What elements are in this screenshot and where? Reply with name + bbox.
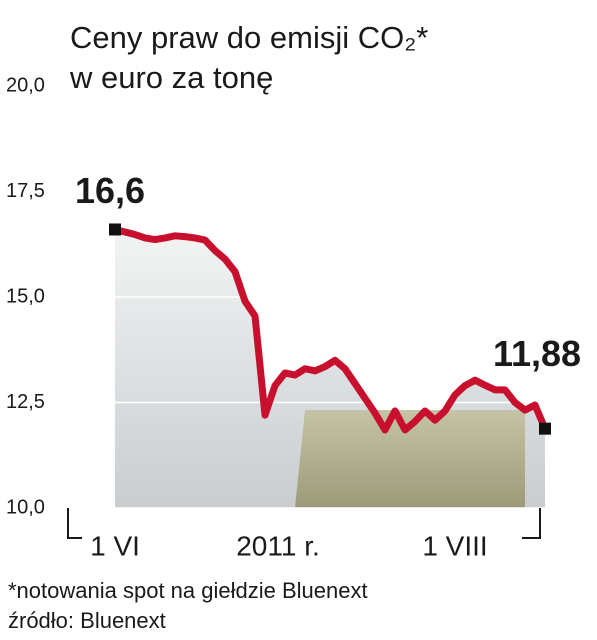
x-axis-label: 2011 r. (236, 530, 320, 561)
point-marker (539, 422, 551, 435)
footnote: *notowania spot na giełdzie Bluenext (8, 578, 368, 603)
x-tick-label: 1 VI (90, 530, 140, 561)
y-tick-label: 12,5 (6, 391, 45, 413)
y-tick-label: 20,0 (6, 74, 45, 96)
x-tick-label: 1 VIII (422, 530, 487, 561)
y-tick-label: 10,0 (6, 496, 45, 518)
chart-title: Ceny praw do emisji CO₂* (70, 20, 428, 55)
line (114, 226, 549, 434)
y-tick-label: 17,5 (6, 180, 45, 202)
data-label: 11,88 (493, 333, 581, 374)
axis-bracket (67, 508, 541, 539)
source: źródło: Bluenext (8, 608, 166, 633)
chart-subtitle: w euro za tonę (69, 60, 273, 95)
point-marker (109, 223, 121, 236)
highlight-area (295, 410, 525, 508)
data-label: 16,6 (75, 170, 145, 211)
y-tick-label: 15,0 (6, 285, 45, 307)
